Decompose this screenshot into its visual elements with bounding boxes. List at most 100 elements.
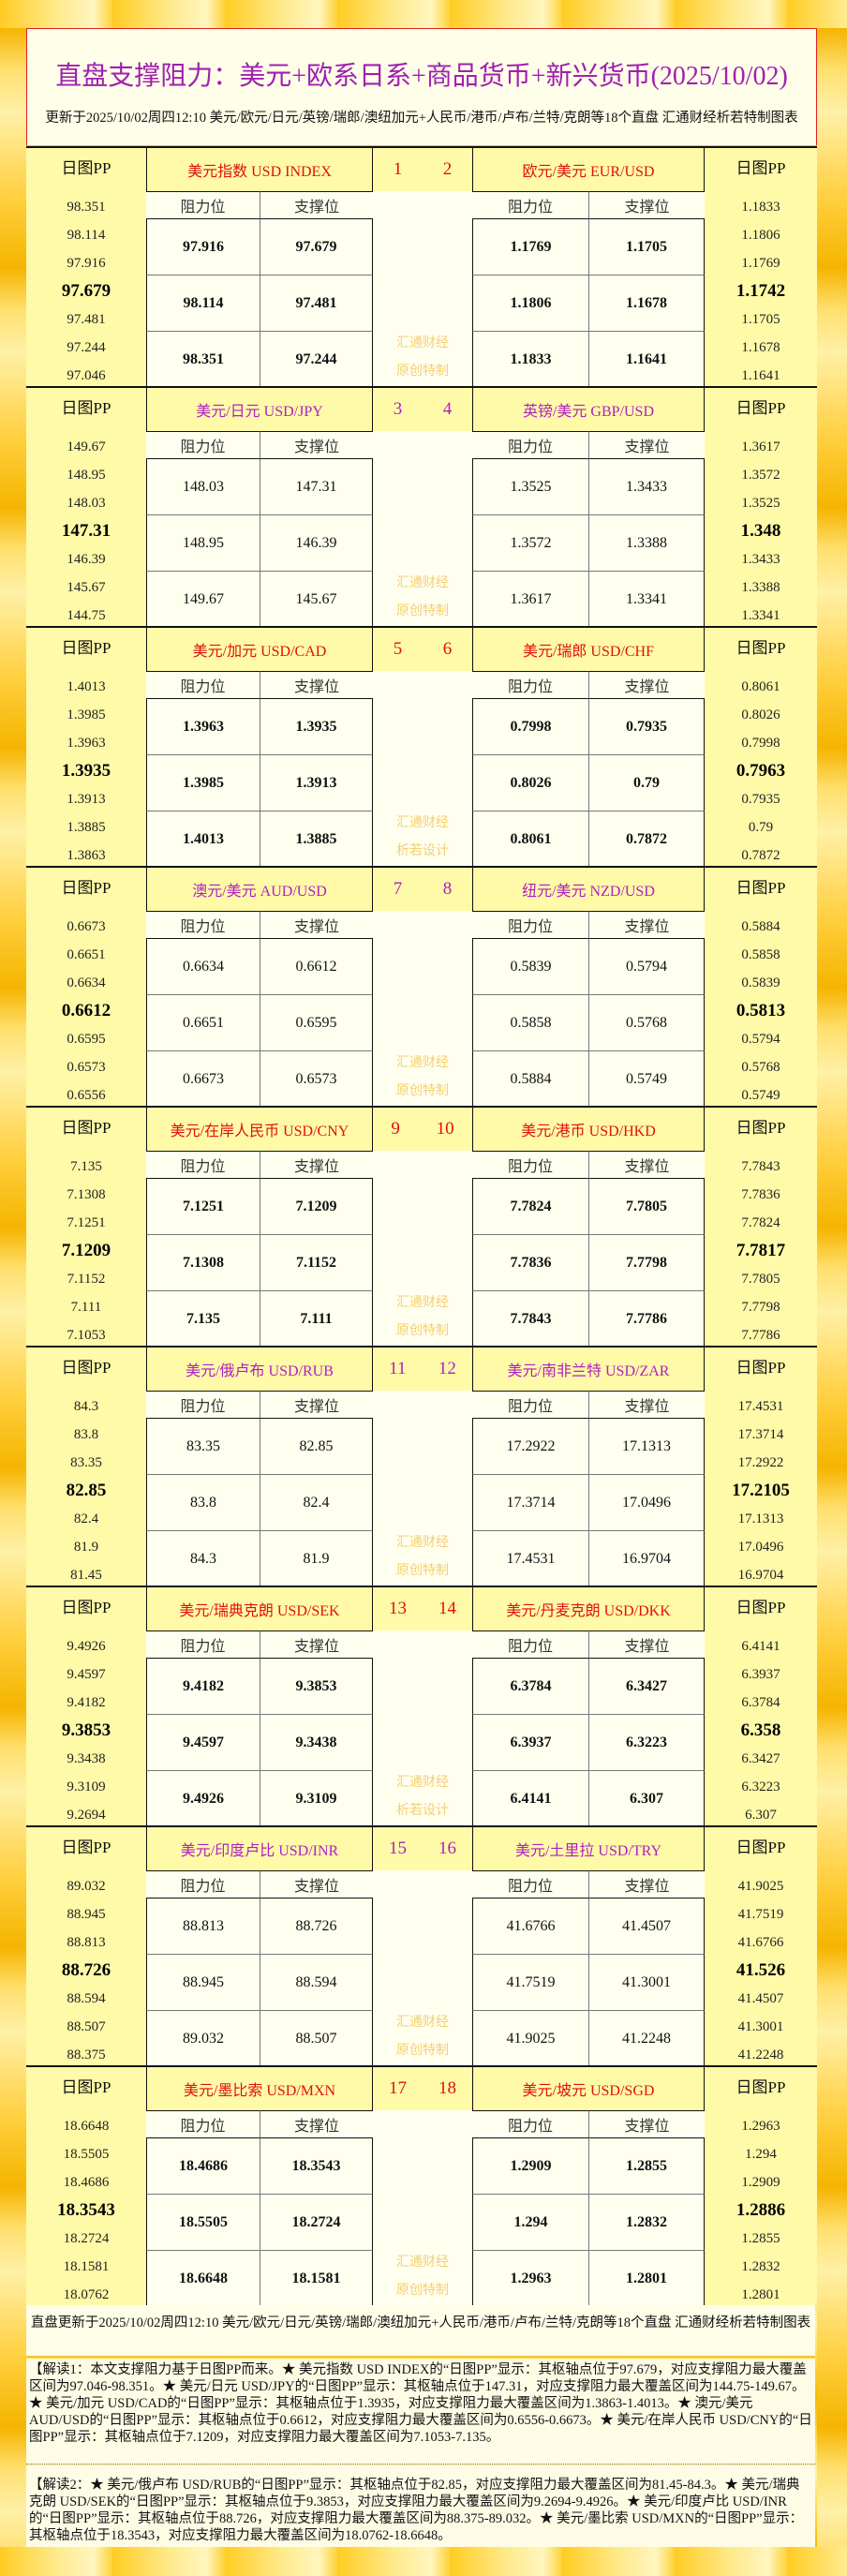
pair-block: 日图PP 98.351 98.114 97.916 97.679 97.481 97.244… — [26, 146, 817, 388]
pp-level-value: 7.7843 — [741, 1159, 780, 1174]
pair-title: 美元/加元 USD/CAD — [146, 628, 373, 671]
pair-title: 美元/在岸人民币 USD/CNY — [146, 1108, 373, 1151]
pivot-point-value: 9.3853 — [61, 1720, 111, 1740]
pair-numbers: 17 18 — [373, 2067, 472, 2110]
pp-level-value: 98.351 — [67, 200, 106, 215]
resistance-header: 阻力位 — [472, 911, 588, 939]
pivot-point-value: 97.679 — [61, 281, 111, 301]
pair-number-right: 18 — [438, 2078, 456, 2098]
pp-column-right: 日图PP 41.9025 41.7519 41.6766 41.526 41.4507 41… — [705, 1827, 817, 2065]
resistance-value: 0.5884 — [472, 1051, 588, 1108]
resistance-value: 84.3 — [146, 1531, 260, 1587]
support-value: 1.1641 — [588, 332, 705, 388]
pp-level-value: 6.3427 — [741, 1751, 780, 1766]
watermark-column: 汇通财经 原创特制 — [373, 1870, 472, 2065]
watermark-column: 汇通财经 析若设计 — [373, 1630, 472, 1825]
resistance-value: 97.916 — [146, 219, 260, 275]
support-header: 支撑位 — [588, 191, 705, 219]
support-value: 1.3433 — [588, 459, 705, 515]
watermark-column: 汇通财经 原创特制 — [373, 2110, 472, 2305]
resistance-header: 阻力位 — [146, 911, 260, 939]
pp-level-value: 0.6673 — [67, 919, 106, 934]
support-value: 1.2801 — [588, 2251, 705, 2307]
watermark-line-1: 汇通财经 — [396, 1776, 449, 1790]
support-header: 支撑位 — [588, 1391, 705, 1419]
resistance-value: 18.6648 — [146, 2251, 260, 2307]
pp-header: 日图PP — [736, 1599, 786, 1616]
resistance-value: 0.5858 — [472, 995, 588, 1051]
support-value: 7.111 — [260, 1291, 373, 1348]
pivot-point-value: 1.3935 — [61, 761, 111, 781]
pp-level-value: 17.1313 — [737, 1511, 784, 1526]
resistance-value: 88.813 — [146, 1898, 260, 1955]
pp-header: 日图PP — [736, 879, 786, 897]
resistance-value: 41.9025 — [472, 2011, 588, 2067]
support-value: 88.726 — [260, 1898, 373, 1955]
support-value: 1.1705 — [588, 219, 705, 275]
pp-level-value: 148.03 — [67, 496, 106, 511]
resistance-header: 阻力位 — [472, 1630, 588, 1659]
resistance-value: 6.4141 — [472, 1771, 588, 1827]
pp-level-value: 6.307 — [745, 1808, 777, 1823]
watermark-line-2: 原创特制 — [396, 1324, 449, 1338]
pair-block: 日图PP 149.67 148.95 148.03 147.31 146.39 145.67… — [26, 386, 817, 628]
support-header: 支撑位 — [588, 1870, 705, 1898]
pp-level-value: 0.5858 — [741, 947, 780, 962]
pp-level-value: 88.945 — [67, 1907, 106, 1922]
pivot-point-value: 1.1742 — [736, 281, 786, 301]
pair-numbers: 11 12 — [373, 1348, 472, 1391]
resistance-value: 9.4597 — [146, 1715, 260, 1771]
support-value: 0.79 — [588, 755, 705, 812]
watermark-line-1: 汇通财经 — [396, 2256, 449, 2270]
support-header: 支撑位 — [260, 1151, 373, 1179]
pp-header: 日图PP — [736, 1359, 786, 1377]
resistance-value: 9.4926 — [146, 1771, 260, 1827]
resistance-header: 阻力位 — [472, 2110, 588, 2138]
pair-number-left: 7 — [393, 879, 403, 899]
pp-level-value: 1.3388 — [741, 580, 780, 595]
watermark-column: 汇通财经 析若设计 — [373, 671, 472, 866]
pair-block: 日图PP 9.4926 9.4597 9.4182 9.3853 9.3438 9.3109… — [26, 1586, 817, 1827]
support-value: 147.31 — [260, 459, 373, 515]
support-value: 0.6573 — [260, 1051, 373, 1108]
pp-level-value: 18.4686 — [63, 2175, 110, 2190]
support-value: 17.0496 — [588, 1475, 705, 1531]
resistance-header: 阻力位 — [146, 671, 260, 699]
pp-level-value: 1.2801 — [741, 2287, 780, 2302]
pair-number-right: 4 — [442, 399, 453, 419]
pair-title: 美元/丹麦克朗 USD/DKK — [472, 1587, 705, 1630]
pair-title: 纽元/美元 NZD/USD — [472, 868, 705, 911]
pp-level-value: 88.507 — [67, 2019, 106, 2034]
pp-level-value: 18.2724 — [63, 2231, 110, 2246]
page-header: 直盘支撑阻力：美元+欧系日系+商品货币+新兴货币(2025/10/02) 更新于… — [26, 28, 817, 145]
pair-number-left: 9 — [391, 1119, 400, 1139]
support-header: 支撑位 — [260, 2110, 373, 2138]
support-value: 0.5794 — [588, 939, 705, 995]
pp-level-value: 6.3937 — [741, 1667, 780, 1682]
pp-header: 日图PP — [736, 1119, 786, 1137]
resistance-header: 阻力位 — [472, 431, 588, 459]
watermark-line-2: 原创特制 — [396, 604, 449, 618]
support-header: 支撑位 — [588, 1630, 705, 1659]
pp-column-left: 日图PP 149.67 148.95 148.03 147.31 146.39 145.67… — [26, 388, 146, 626]
pair-title: 美元/南非兰特 USD/ZAR — [472, 1348, 705, 1391]
pp-level-value: 1.2909 — [741, 2175, 780, 2190]
pp-header: 日图PP — [736, 639, 786, 657]
pair-block: 日图PP 7.135 7.1308 7.1251 7.1209 7.1152 7.111 7.… — [26, 1106, 817, 1348]
pp-level-value: 18.1581 — [63, 2259, 110, 2274]
pair-number-left: 1 — [393, 159, 403, 179]
resistance-value: 1.3963 — [146, 699, 260, 755]
watermark-line-1: 汇通财经 — [396, 576, 449, 590]
support-header: 支撑位 — [260, 1391, 373, 1419]
pair-number-right: 6 — [442, 639, 453, 659]
support-value: 18.2724 — [260, 2195, 373, 2251]
resistance-value: 1.4013 — [146, 812, 260, 868]
support-value: 1.1678 — [588, 275, 705, 332]
support-header: 支撑位 — [588, 911, 705, 939]
watermark-column: 汇通财经 原创特制 — [373, 431, 472, 626]
pp-level-value: 0.6651 — [67, 947, 106, 962]
support-value: 1.3388 — [588, 515, 705, 572]
resistance-value: 148.03 — [146, 459, 260, 515]
pp-level-value: 0.5749 — [741, 1088, 780, 1103]
